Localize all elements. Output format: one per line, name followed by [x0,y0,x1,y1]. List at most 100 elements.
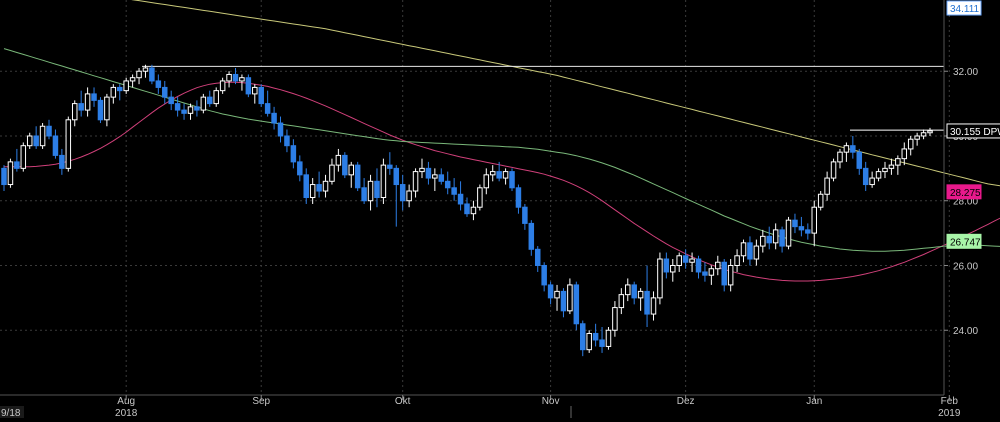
candle [547,281,554,305]
candle [560,288,567,318]
candle-body [207,96,213,105]
candle [592,323,599,347]
candle-body [605,329,612,347]
candle [207,90,213,107]
candle [708,265,715,285]
candle [290,139,297,169]
candle [586,330,592,353]
candle-body [438,174,445,182]
candle-body [914,135,920,140]
candle [342,152,348,179]
candle [837,148,843,169]
candle-body [869,177,875,186]
candle-body [71,103,78,121]
candle [174,97,181,117]
candle-body [496,171,502,179]
candle [457,181,464,211]
candle [496,161,502,182]
candle-body [457,193,464,205]
candle-body [284,135,290,147]
candle [432,168,438,192]
candle [477,184,483,211]
candle [631,281,637,305]
candle-body [20,145,27,169]
candle-body [290,145,297,163]
candle-body [805,229,811,234]
candle-body [483,174,490,189]
candle [798,216,805,237]
candle-body [419,167,425,173]
candle-body [824,177,830,195]
candle [200,93,207,114]
price-tag: 26.747 [946,233,982,249]
candle-body [387,164,393,169]
candle-body [901,148,908,160]
candle [129,74,136,88]
y-tick-label: 26.00 [953,261,978,272]
candle-body [811,206,818,234]
candle [907,135,914,156]
candle [676,252,682,272]
candle [232,67,239,85]
y-tick-label: 32.00 [953,67,978,78]
candle [489,165,496,182]
x-tick-label: Okt [395,396,411,407]
candle [625,278,631,302]
candle [862,161,869,192]
candle [52,129,59,159]
candle-body [412,171,419,192]
candle [920,129,927,140]
grid [0,0,950,395]
candle-body [875,171,882,179]
candle-body [335,154,342,166]
candle-body [200,96,207,111]
candle-body [727,264,734,286]
candle [522,203,528,230]
candle [792,213,798,234]
candle [785,216,792,250]
candle [380,158,387,204]
candle-body [509,171,515,189]
candle [329,158,335,185]
price-tag-label: 30.155 DPW [950,127,1000,138]
candle-body [554,290,560,299]
candle [740,239,747,263]
candle-body [97,99,104,121]
candle [451,178,457,201]
reference-lines [142,65,944,131]
candle-body [592,332,599,341]
candle-body [303,174,309,198]
candle-body [232,73,239,82]
candle-body [612,307,618,331]
candle [895,155,901,175]
candle [322,174,329,198]
candle-body [194,106,200,111]
x-axis-ticks: Aug2018SepOktNovDezJanFeb2019Mär [115,395,961,419]
candle [483,168,490,195]
candle-body [245,77,252,95]
candle-body [785,219,792,247]
candle [779,226,785,253]
candle [444,171,451,195]
candle [181,103,187,120]
candle-body [470,206,477,215]
candle [277,116,284,143]
price-tag-box [946,0,982,16]
candle [670,259,676,282]
candle [528,220,535,256]
candle-body [676,255,682,266]
candle-body [52,135,59,156]
candle-body [116,86,123,92]
candle-body [123,80,129,92]
candle [187,103,194,120]
candle-body [136,70,142,79]
candle [136,67,142,85]
candle-body [329,164,335,182]
candle-body [342,154,348,176]
candle [464,197,470,217]
candle [155,74,162,94]
candle-body [155,80,162,88]
candle [84,87,91,117]
candle [637,288,644,311]
candle [226,71,232,88]
